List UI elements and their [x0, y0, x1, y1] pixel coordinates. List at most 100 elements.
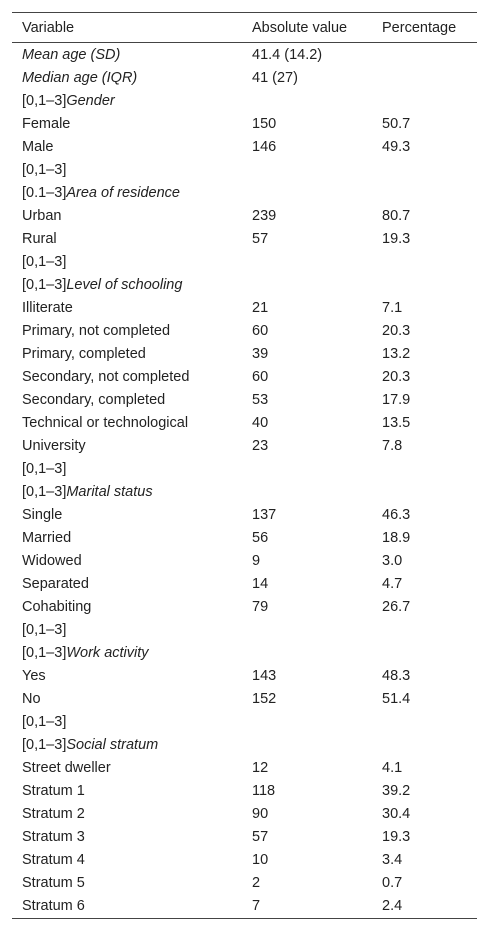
variable-label: Stratum 5: [22, 875, 85, 892]
variable-cell: Widowed: [12, 549, 242, 572]
variable-label: [0,1–3]: [22, 460, 67, 477]
percentage-cell: 19.3: [382, 829, 411, 846]
variable-label: Social stratum: [66, 736, 159, 753]
table-row: Primary, not completed 60 20.3: [12, 319, 477, 342]
variable-cell: [0,1–3]Work activity: [12, 641, 242, 664]
table-row: Yes 143 48.3: [12, 664, 477, 687]
table-row: Urban 239 80.7: [12, 204, 477, 227]
table-row: Female 150 50.7: [12, 112, 477, 135]
table-row: Mean age (SD) 41.4 (14.2): [12, 43, 477, 67]
absolute-cell: 57: [252, 829, 269, 846]
variable-label: Stratum 1: [22, 783, 85, 799]
variable-cell: Primary, not completed: [12, 319, 242, 342]
variable-cell: Stratum 5: [12, 872, 242, 895]
absolute-cell: 90: [252, 806, 269, 823]
row-prefix: [0,1–3]: [22, 276, 67, 293]
empty-cell: [372, 89, 477, 112]
empty-cell: [372, 710, 477, 733]
variable-cell: Secondary, completed: [12, 388, 242, 411]
percentage-cell: 3.0: [382, 552, 403, 569]
variable-cell: Median age (IQR): [12, 66, 242, 89]
variable-cell: Stratum 3: [12, 826, 242, 849]
percentage-cell: 48.3: [382, 667, 411, 684]
header-cell: Percentage: [372, 12, 477, 43]
percentage-cell: 49.3: [382, 138, 411, 155]
absolute-cell: 9: [252, 552, 261, 569]
header-cell: Absolute value: [242, 12, 372, 43]
variable-cell: [0,1–3]Social stratum: [12, 733, 242, 756]
header-cell: Variable: [12, 12, 242, 43]
variable-cell: Cohabiting: [12, 595, 242, 618]
table-row: Stratum 1 118 39.2: [12, 780, 477, 803]
variable-label: Work activity: [66, 644, 149, 661]
percentage-cell: 30.4: [382, 806, 411, 823]
absolute-cell: 23: [252, 437, 269, 454]
percentage-cell: 46.3: [382, 506, 411, 523]
variable-label: Female: [22, 115, 71, 132]
variable-cell: [0,1–3]Gender: [12, 89, 242, 112]
variable-label: Married: [22, 529, 72, 546]
variable-label: Gender: [66, 92, 115, 109]
absolute-cell: 239: [252, 207, 277, 224]
variable-label: Separated: [22, 575, 89, 592]
table-row: [0,1–3]Marital status: [12, 480, 477, 503]
percentage-cell: 7.8: [382, 437, 403, 454]
table-row: [0,1–3]Social stratum: [12, 733, 477, 756]
variable-label: [0,1–3]: [22, 621, 67, 638]
variable-label: Stratum 2: [22, 806, 85, 823]
variable-cell: Married: [12, 526, 242, 549]
variable-label: Street dweller: [22, 759, 111, 776]
row-prefix: [0,1–3]: [22, 92, 67, 109]
absolute-cell: 60: [252, 368, 269, 385]
percentage-cell: 7.1: [382, 299, 403, 316]
data-table: Variable Absolute value Percentage Mean …: [12, 12, 477, 919]
percentage-cell: 51.4: [382, 690, 411, 707]
table-row: Stratum 4 10 3.4: [12, 849, 477, 872]
table-row: Secondary, not completed 60 20.3: [12, 365, 477, 388]
percentage-cell: 13.2: [382, 345, 411, 362]
variable-label: Primary, completed: [22, 345, 146, 362]
percentage-cell: 2.4: [382, 898, 403, 915]
variable-label: Stratum 4: [22, 852, 85, 869]
absolute-cell: 143: [252, 667, 277, 684]
variable-cell: [0.1–3]Area of residence: [12, 181, 242, 204]
empty-cell: [242, 89, 372, 112]
variable-cell: [0,1–3]Marital status: [12, 480, 242, 503]
absolute-cell: 2: [252, 875, 261, 892]
empty-cell: [372, 181, 477, 204]
variable-cell: Separated: [12, 572, 242, 595]
empty-cell: [372, 733, 477, 756]
table-row: [0,1–3]Level of schooling: [12, 273, 477, 296]
table-row: [0,1–3]Work activity: [12, 641, 477, 664]
variable-label: University: [22, 437, 86, 454]
variable-label: Mean age (SD): [22, 46, 121, 63]
table-row: No 152 51.4: [12, 687, 477, 710]
table-row: Single 137 46.3: [12, 503, 477, 526]
table-row: Widowed 9 3.0: [12, 549, 477, 572]
table-row: Stratum 6 7 2.4: [12, 895, 477, 919]
percentage-cell: 20.3: [382, 322, 411, 339]
table-row: Median age (IQR) 41 (27): [12, 66, 477, 89]
percentage-cell: 18.9: [382, 529, 411, 546]
absolute-cell: 146: [252, 138, 277, 155]
variable-cell: Female: [12, 112, 242, 135]
absolute-cell: 57: [252, 230, 269, 247]
table-row: [0,1–3]Gender: [12, 89, 477, 112]
absolute-cell: 137: [252, 506, 277, 523]
variable-label: [0,1–3]: [22, 253, 67, 270]
absolute-cell: 53: [252, 391, 269, 408]
variable-label: Urban: [22, 207, 62, 224]
variable-label: Level of schooling: [66, 276, 183, 293]
empty-cell: [242, 457, 372, 480]
table-row: Stratum 5 2 0.7: [12, 872, 477, 895]
variable-cell: [0,1–3]: [12, 250, 242, 273]
absolute-cell: 14: [252, 575, 269, 592]
variable-cell: [0,1–3]: [12, 457, 242, 480]
absolute-cell: 152: [252, 690, 277, 707]
table-row: [0.1–3]Area of residence: [12, 181, 477, 204]
table-row: [0,1–3]: [12, 618, 477, 641]
percentage-cell: 39.2: [382, 783, 411, 799]
variable-label: Cohabiting: [22, 598, 92, 615]
row-prefix: [0,1–3]: [22, 644, 67, 661]
